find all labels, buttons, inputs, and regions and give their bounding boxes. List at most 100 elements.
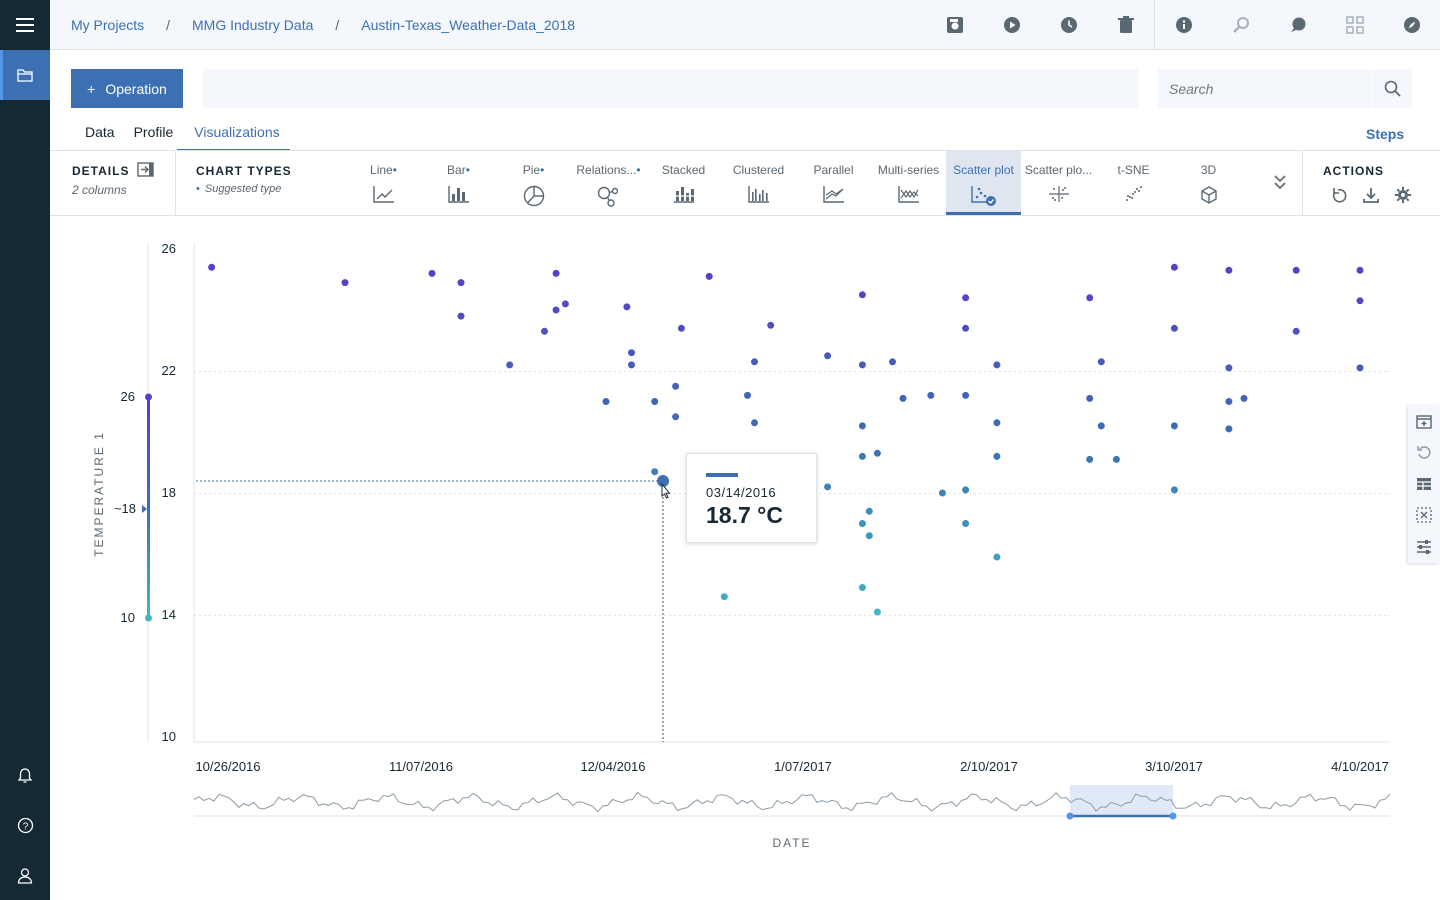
data-point[interactable] <box>1240 394 1248 402</box>
search-icon[interactable] <box>1372 69 1412 108</box>
chart-type-relations[interactable]: Relations...• <box>571 151 646 215</box>
color-scale-bar[interactable] <box>147 397 150 618</box>
data-point[interactable] <box>962 294 970 302</box>
data-point[interactable] <box>927 391 935 399</box>
chart-type-parallel[interactable]: Parallel <box>796 151 871 215</box>
data-point[interactable] <box>938 489 946 497</box>
search-input[interactable] <box>1158 69 1372 108</box>
data-point[interactable] <box>1292 327 1300 335</box>
breadcrumb-my-projects[interactable]: My Projects <box>71 17 145 33</box>
data-point[interactable] <box>672 413 680 421</box>
undo-icon[interactable] <box>1416 444 1432 460</box>
data-point[interactable] <box>677 324 685 332</box>
data-point[interactable] <box>1097 358 1105 366</box>
range-selection[interactable] <box>1070 785 1173 816</box>
chart-type-tsne[interactable]: t-SNE <box>1096 151 1171 215</box>
data-point[interactable] <box>858 422 866 430</box>
data-point[interactable] <box>651 398 659 405</box>
data-point[interactable] <box>873 608 881 616</box>
data-point[interactable] <box>1097 422 1105 430</box>
data-point[interactable] <box>962 391 970 399</box>
data-point[interactable] <box>1225 398 1233 405</box>
data-point[interactable] <box>993 361 1001 369</box>
operation-command-field[interactable] <box>203 69 1138 108</box>
data-point[interactable] <box>428 269 436 277</box>
data-point[interactable] <box>1356 364 1364 372</box>
data-point[interactable] <box>865 532 873 540</box>
data-point[interactable] <box>1170 422 1178 430</box>
download-icon[interactable] <box>1363 187 1379 208</box>
data-point[interactable] <box>858 452 866 460</box>
data-point[interactable] <box>751 358 758 366</box>
chart-type-3d[interactable]: 3D <box>1171 151 1246 215</box>
data-point[interactable] <box>858 520 866 527</box>
hovered-data-point[interactable] <box>657 475 669 487</box>
data-point[interactable] <box>744 391 751 399</box>
date-range-navigator[interactable] <box>193 785 1391 820</box>
data-point[interactable] <box>561 300 569 308</box>
data-point[interactable] <box>208 263 216 271</box>
data-point[interactable] <box>628 361 635 369</box>
find-replace-icon[interactable] <box>1212 0 1269 50</box>
data-point[interactable] <box>889 358 896 366</box>
comment-icon[interactable] <box>1269 0 1326 50</box>
trash-icon[interactable] <box>1097 0 1154 50</box>
color-scale-max-handle[interactable] <box>145 393 152 401</box>
user-icon[interactable] <box>0 850 50 900</box>
data-point[interactable] <box>1170 263 1178 271</box>
reset-icon[interactable] <box>1331 187 1347 208</box>
tab-data[interactable]: Data <box>85 124 115 140</box>
save-icon[interactable] <box>926 0 983 50</box>
data-point[interactable] <box>602 398 610 405</box>
chart-type-bar[interactable]: Bar• <box>421 151 496 215</box>
data-point[interactable] <box>767 321 775 329</box>
data-point[interactable] <box>1170 324 1178 332</box>
data-point[interactable] <box>1292 266 1300 274</box>
chart-type-multi-series[interactable]: Multi-series <box>871 151 946 215</box>
expand-details-icon[interactable] <box>137 162 154 182</box>
data-point[interactable] <box>541 327 548 335</box>
more-chart-types-icon[interactable] <box>1273 173 1287 196</box>
chart-type-clustered[interactable]: Clustered <box>721 151 796 215</box>
data-point[interactable] <box>824 352 832 360</box>
add-to-dashboard-icon[interactable] <box>1416 413 1432 429</box>
data-point[interactable] <box>1356 297 1364 305</box>
table-view-icon[interactable] <box>1416 476 1432 492</box>
data-point[interactable] <box>1086 294 1094 302</box>
color-scale-min-handle[interactable] <box>145 614 152 622</box>
chart-type-pie[interactable]: Pie• <box>496 151 571 215</box>
data-point[interactable] <box>651 468 659 476</box>
chart-type-line[interactable]: Line• <box>346 151 421 215</box>
help-icon[interactable]: ? <box>0 800 50 850</box>
data-point[interactable] <box>341 279 349 287</box>
notification-icon[interactable] <box>0 750 50 800</box>
compass-icon[interactable] <box>1383 0 1440 50</box>
data-point[interactable] <box>1086 455 1094 463</box>
breadcrumb-dataset[interactable]: Austin-Texas_Weather-Data_2018 <box>361 17 576 33</box>
data-point[interactable] <box>623 303 631 311</box>
folder-icon[interactable] <box>0 50 50 100</box>
grid-icon[interactable] <box>1326 0 1383 50</box>
data-point[interactable] <box>1225 266 1233 274</box>
data-point[interactable] <box>457 312 465 320</box>
breadcrumb-project[interactable]: MMG Industry Data <box>192 17 314 33</box>
data-point[interactable] <box>899 394 907 402</box>
data-point[interactable] <box>672 382 680 390</box>
run-icon[interactable] <box>983 0 1040 50</box>
data-point[interactable] <box>873 449 881 457</box>
steps-link[interactable]: Steps <box>1366 126 1405 142</box>
data-point[interactable] <box>720 593 728 601</box>
data-point[interactable] <box>552 269 560 277</box>
chart-type-stacked[interactable]: Stacked <box>646 151 721 215</box>
adjust-settings-icon[interactable] <box>1416 539 1432 555</box>
data-point[interactable] <box>962 520 970 527</box>
data-point[interactable] <box>824 483 832 491</box>
select-area-icon[interactable] <box>1416 507 1432 523</box>
chart-type-scatter-plot[interactable]: Scatter plot <box>946 151 1021 215</box>
data-point[interactable] <box>705 272 713 280</box>
data-point[interactable] <box>993 553 1001 561</box>
data-point[interactable] <box>751 419 758 427</box>
data-point[interactable] <box>962 324 970 332</box>
data-point[interactable] <box>628 349 635 357</box>
data-point[interactable] <box>993 452 1001 460</box>
